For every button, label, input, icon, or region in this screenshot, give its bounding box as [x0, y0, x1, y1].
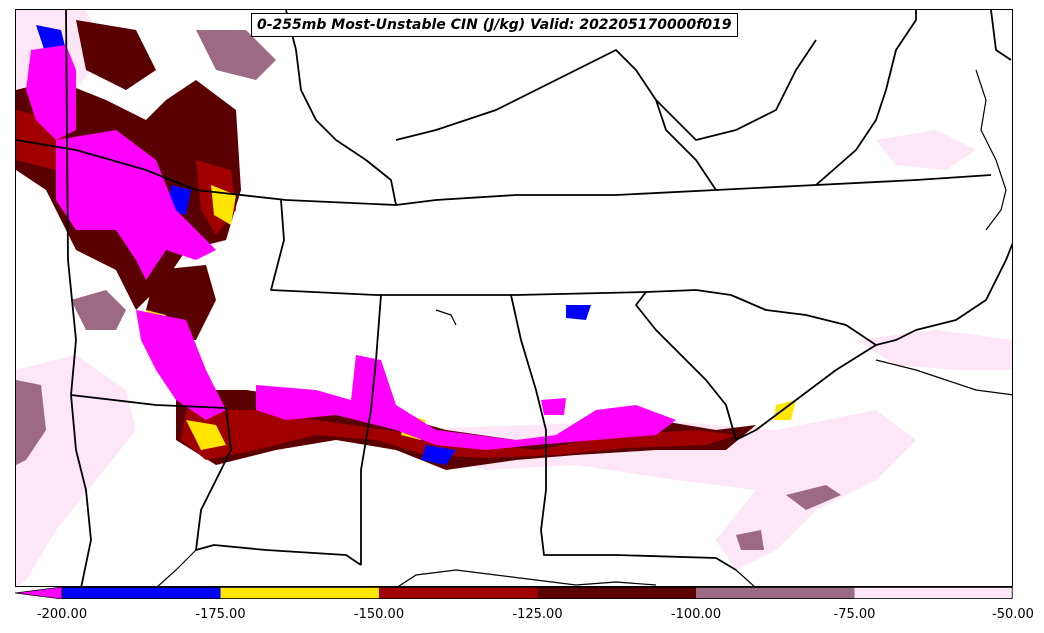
- state-boundaries: [16, 10, 1012, 586]
- colorbar-tick-label: -175.00: [195, 607, 246, 622]
- colorbar-tick-label: -100.00: [670, 607, 722, 622]
- colorbar-extend-min: [15, 587, 63, 599]
- colorbar-segment: [854, 587, 1013, 599]
- colorbar-segment: [537, 587, 696, 599]
- colorbar-segment: [220, 587, 379, 599]
- colorbar-outline: [61, 587, 1013, 599]
- colorbar-tick-label: -75.00: [833, 607, 876, 622]
- coastlines: [157, 69, 1012, 586]
- cin-blue-areas: [36, 25, 591, 465]
- colorbar-segment: [696, 587, 855, 599]
- colorbar-tick-label: -125.00: [512, 607, 563, 622]
- cin-magenta-areas: [26, 45, 676, 450]
- map-frame: [15, 9, 1013, 587]
- cin-map: [16, 10, 1012, 586]
- colorbar-tick-label: -50.00: [992, 607, 1034, 622]
- colorbar-segment: [379, 587, 538, 599]
- colorbar-segment: [62, 587, 221, 599]
- map-title: 0-255mb Most-Unstable CIN (J/kg) Valid: …: [251, 13, 738, 37]
- colorbar: [15, 587, 1013, 599]
- cin-mauve-areas: [16, 30, 841, 550]
- colorbar-tick-label: -150.00: [353, 607, 405, 622]
- colorbar-tick-label: -200.00: [36, 607, 88, 622]
